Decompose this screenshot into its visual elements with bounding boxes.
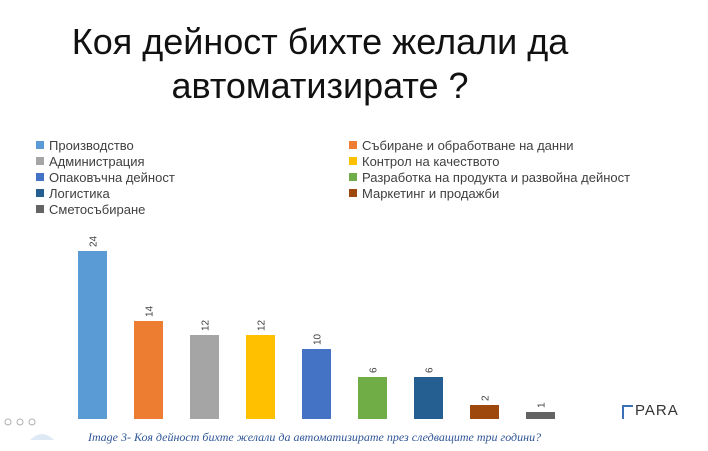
legend-label: Опаковъчна дейност	[49, 169, 175, 185]
legend-label: Маркетинг и продажби	[362, 185, 500, 201]
title-line-1: Коя дейност бихте желали да	[71, 21, 569, 62]
legend-item: Администрация	[36, 153, 145, 169]
data-label: 6	[425, 367, 436, 373]
data-label: 1	[537, 402, 548, 408]
figure-caption: Image 3- Коя дейност бихте желали да авт…	[88, 430, 542, 444]
data-label: 14	[145, 305, 156, 317]
logo-mark-icon	[622, 405, 633, 419]
legend-item: Сметосъбиране	[36, 201, 145, 217]
legend-swatch	[36, 157, 44, 165]
legend-item: Маркетинг и продажби	[349, 185, 499, 201]
bar	[470, 405, 499, 419]
bar	[190, 335, 219, 419]
legend-item: Производство	[36, 137, 134, 153]
chart-title: Коя дейност бихте желали да автоматизира…	[0, 20, 640, 108]
para-logo: PARA	[622, 402, 679, 419]
bar	[414, 377, 443, 419]
bar-chart: 24 14 12 12 10 6 6 2 1	[78, 235, 555, 419]
legend-label: Контрол на качеството	[362, 153, 500, 169]
data-label: 10	[313, 333, 324, 345]
legend-swatch	[349, 141, 357, 149]
bar	[78, 251, 107, 419]
legend-swatch	[36, 189, 44, 197]
legend-label: Логистика	[49, 185, 110, 201]
data-label: 12	[257, 319, 268, 331]
logo-text: PARA	[635, 402, 679, 419]
legend-swatch	[349, 173, 357, 181]
legend-swatch	[349, 189, 357, 197]
legend-label: Администрация	[49, 153, 145, 169]
data-label: 2	[481, 395, 492, 401]
bar	[302, 349, 331, 419]
bar	[134, 321, 163, 419]
title-line-2: автоматизирате ?	[171, 65, 469, 106]
legend-label: Производство	[49, 137, 134, 153]
bar	[358, 377, 387, 419]
data-label: 24	[89, 235, 100, 247]
legend-swatch	[349, 157, 357, 165]
data-label: 12	[201, 319, 212, 331]
legend-item: Разработка на продукта и развойна дейнос…	[349, 169, 630, 185]
legend-swatch	[36, 205, 44, 213]
legend-swatch	[36, 173, 44, 181]
legend-item: Контрол на качеството	[349, 153, 499, 169]
legend-swatch	[36, 141, 44, 149]
legend-label: Сметосъбиране	[49, 201, 146, 217]
legend-item: Събиране и обработване на данни	[349, 137, 574, 153]
legend-label: Събиране и обработване на данни	[362, 137, 574, 153]
legend-label: Разработка на продукта и развойна дейнос…	[362, 169, 631, 185]
legend-item: Логистика	[36, 185, 110, 201]
data-label: 6	[369, 367, 380, 373]
bar	[246, 335, 275, 419]
legend-item: Опаковъчна дейност	[36, 169, 175, 185]
corner-decoration-icon	[4, 418, 54, 440]
chart-legend: Производство Събиране и обработване на да…	[0, 137, 708, 217]
bar	[526, 412, 555, 419]
